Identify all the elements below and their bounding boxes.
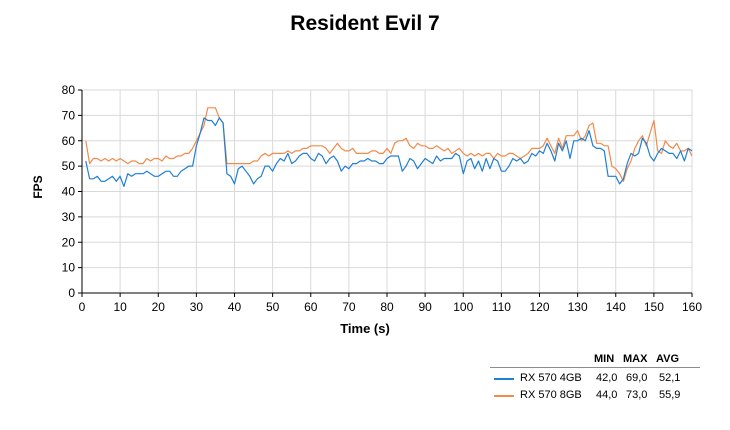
y-tick-label: 0 <box>68 286 75 300</box>
x-tick-label: 130 <box>568 300 588 314</box>
x-tick-label: 50 <box>266 300 280 314</box>
series-line-rx570-8gb <box>85 107 693 182</box>
y-tick-label: 20 <box>62 235 76 249</box>
legend-min-value: 42,0 <box>596 372 618 384</box>
legend-header-min: MIN <box>594 353 615 365</box>
legend-header-max: MAX <box>623 353 648 365</box>
series-line-rx570-4gb <box>85 117 693 187</box>
x-tick-label: 70 <box>342 300 356 314</box>
x-tick-label: 30 <box>190 300 204 314</box>
x-tick-label: 10 <box>113 300 127 314</box>
x-tick-label: 40 <box>228 300 242 314</box>
legend-row-8gb: RX 570 8GB 44,0 73,0 55,9 <box>490 385 700 402</box>
legend-series-name: RX 570 4GB <box>520 372 582 384</box>
x-tick-label: 80 <box>380 300 394 314</box>
x-tick-label: 100 <box>453 300 473 314</box>
legend-header: MIN MAX AVG <box>490 352 700 368</box>
x-tick-label: 140 <box>606 300 626 314</box>
y-tick-label: 50 <box>62 159 76 173</box>
legend-min-value: 44,0 <box>596 389 618 401</box>
legend-header-avg: AVG <box>656 353 680 365</box>
legend-avg-value: 55,9 <box>659 389 681 401</box>
chart-title: Resident Evil 7 <box>290 12 440 35</box>
y-tick-label: 80 <box>62 83 76 97</box>
legend-max-value: 73,0 <box>626 389 648 401</box>
y-tick-label: 70 <box>62 108 76 122</box>
legend-series-name: RX 570 8GB <box>520 389 582 401</box>
y-tick-label: 40 <box>62 185 76 199</box>
legend-row-4gb: RX 570 4GB 42,0 69,0 52,1 <box>490 368 700 385</box>
x-tick-label: 0 <box>79 300 86 314</box>
x-axis-label: Time (s) <box>340 321 390 336</box>
y-tick-label: 10 <box>62 261 76 275</box>
legend-avg-value: 52,1 <box>659 372 681 384</box>
x-tick-label: 20 <box>152 300 166 314</box>
x-tick-label: 150 <box>644 300 664 314</box>
y-tick-label: 60 <box>62 134 76 148</box>
legend-swatch-8gb <box>494 395 514 397</box>
y-tick-label: 30 <box>62 210 76 224</box>
x-tick-label: 160 <box>682 300 702 314</box>
x-tick-label: 120 <box>529 300 549 314</box>
legend-swatch-4gb <box>494 378 514 380</box>
legend-max-value: 69,0 <box>626 372 648 384</box>
x-tick-label: 60 <box>304 300 318 314</box>
x-tick-label: 110 <box>492 300 511 314</box>
legend-table: MIN MAX AVG RX 570 4GB 42,0 69,0 52,1 RX… <box>490 352 700 402</box>
x-tick-label: 90 <box>418 300 432 314</box>
